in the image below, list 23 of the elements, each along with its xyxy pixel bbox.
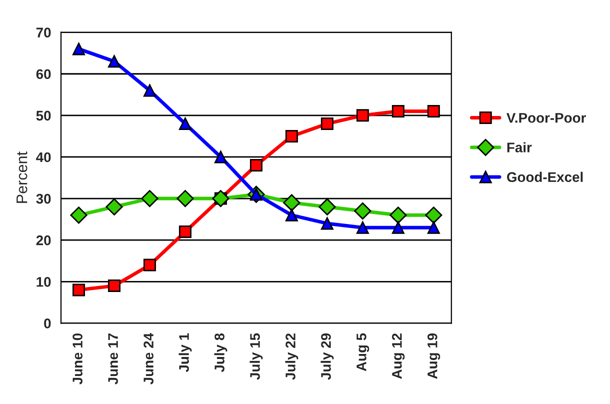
legend-label: Good-Excel (507, 172, 583, 182)
y-tick-label: 60 (36, 69, 51, 80)
x-tick-label: July 1 (178, 333, 192, 372)
y-tick-label: 50 (36, 110, 51, 121)
x-tick-label: Aug 19 (427, 333, 440, 379)
x-tick-label: June 17 (108, 334, 118, 384)
x-tick-label: Aug 5 (356, 333, 370, 372)
x-tick-label: June 24 (144, 332, 154, 384)
legend-label: Fair (507, 142, 532, 152)
y-tick-label: 20 (36, 235, 51, 246)
x-tick-label: July 22 (285, 333, 298, 380)
y-tick-label: 0 (44, 318, 51, 328)
x-tick-label: July 8 (214, 333, 228, 372)
x-tick-label: June 10 (72, 333, 82, 384)
y-tick-label: 70 (36, 28, 51, 38)
y-tick-label: 30 (36, 194, 51, 204)
legend-label: V.Poor-Poor (506, 113, 586, 123)
x-tick-label: Aug 12 (392, 333, 405, 379)
y-axis-title: Percent (16, 152, 28, 203)
y-tick-label: 10 (36, 276, 51, 287)
y-tick-label: 40 (36, 152, 51, 162)
x-tick-label: July 15 (250, 333, 263, 380)
x-tick-label: July 29 (320, 333, 334, 380)
